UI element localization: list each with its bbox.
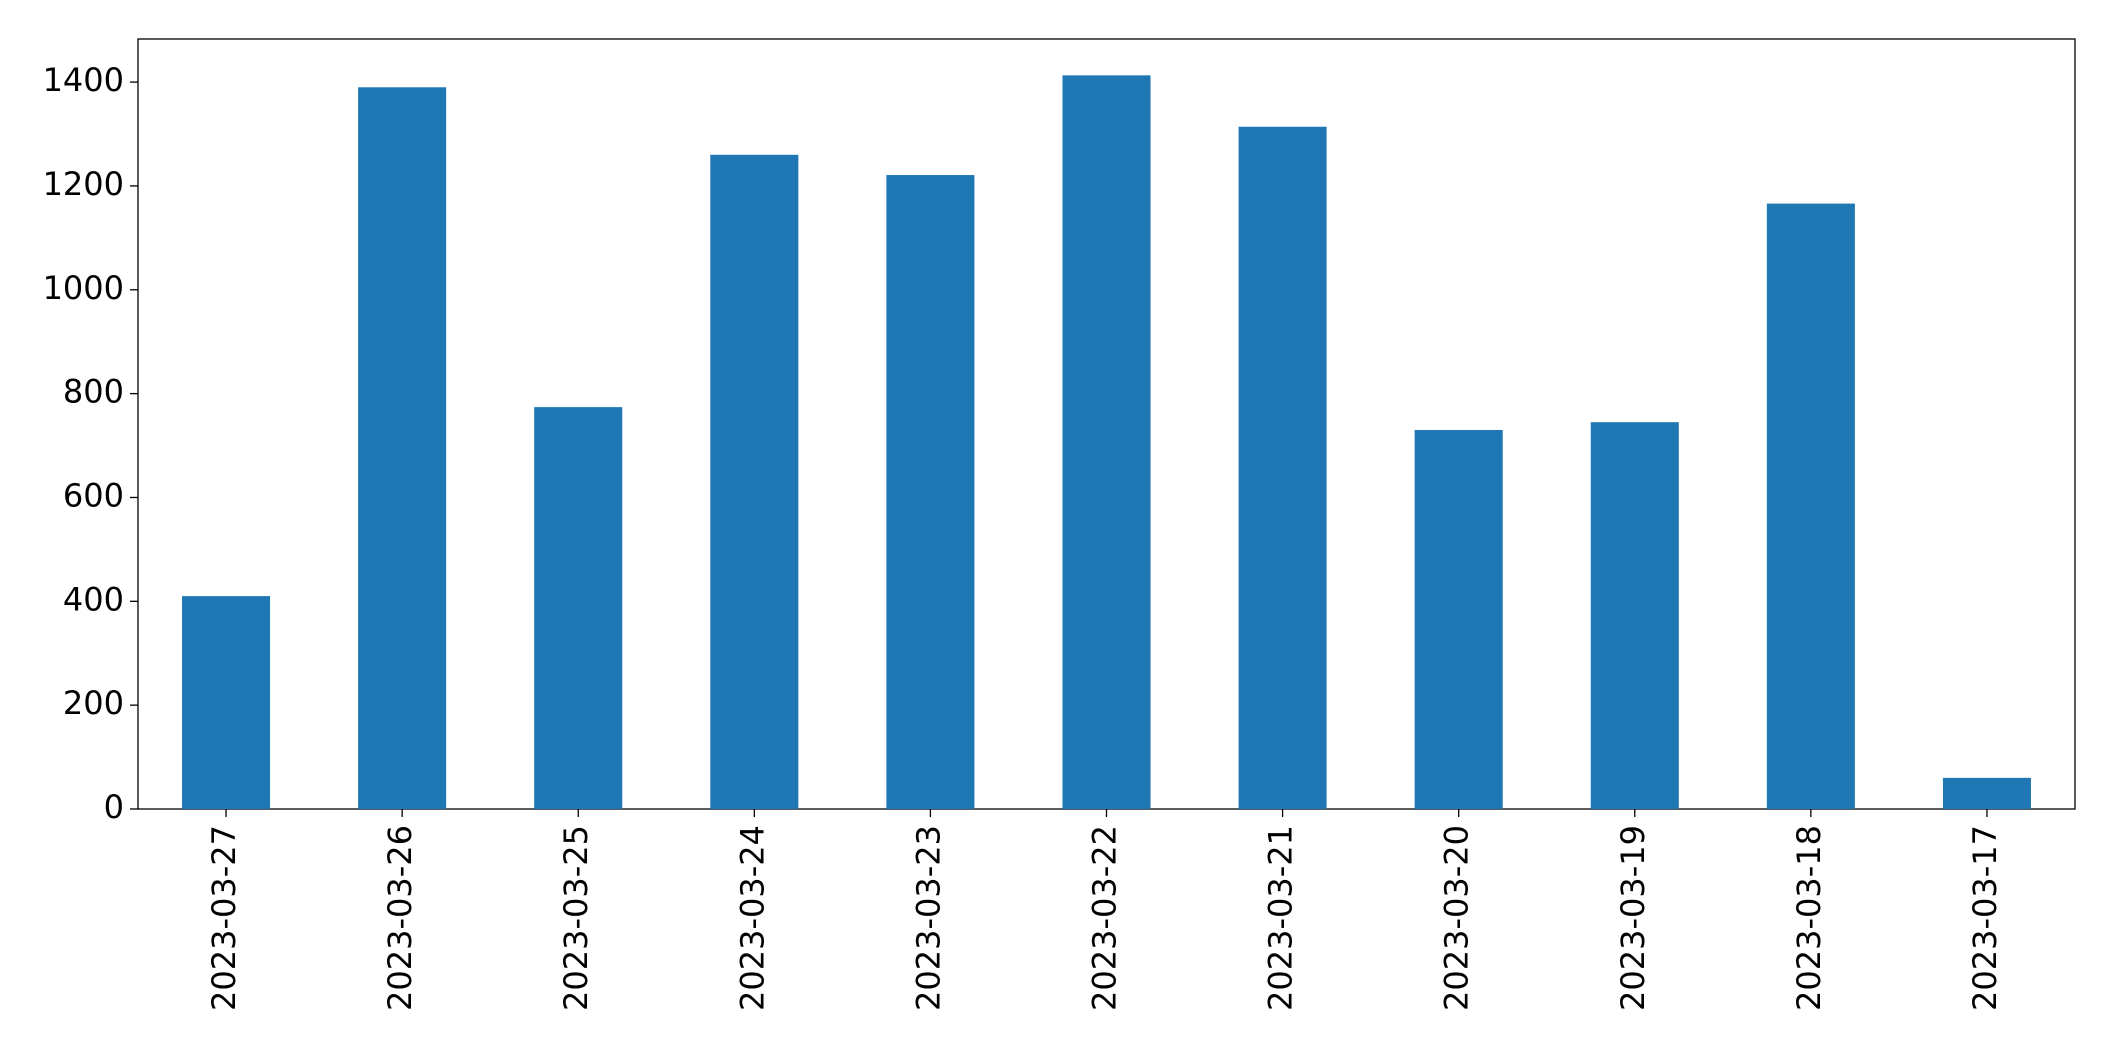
bar <box>358 87 447 810</box>
bar <box>886 175 975 810</box>
bar <box>1942 777 2031 809</box>
x-tick-label: 2023-03-17 <box>1966 825 2004 1011</box>
bar <box>1062 75 1151 810</box>
x-tick-label: 2023-03-18 <box>1790 825 1828 1011</box>
y-tick-label: 1200 <box>43 165 124 203</box>
y-tick-label: 400 <box>63 580 124 618</box>
x-tick-label: 2023-03-27 <box>205 825 243 1011</box>
y-tick-label: 1000 <box>43 269 124 307</box>
bar <box>1590 422 1679 809</box>
x-tick-label: 2023-03-24 <box>733 825 771 1011</box>
x-tick-label: 2023-03-25 <box>557 825 595 1011</box>
bar <box>710 154 799 809</box>
y-tick-label: 200 <box>63 684 124 722</box>
y-tick-label: 0 <box>104 788 124 826</box>
x-tick-label: 2023-03-19 <box>1614 825 1652 1011</box>
bar <box>1238 126 1327 810</box>
bar <box>182 596 271 809</box>
y-tick-label: 1400 <box>43 61 124 99</box>
y-tick-label: 800 <box>63 373 124 411</box>
x-tick-label: 2023-03-21 <box>1262 825 1300 1011</box>
bar <box>1414 429 1503 809</box>
x-tick-label: 2023-03-22 <box>1086 825 1124 1011</box>
bar <box>1766 203 1855 809</box>
bar <box>534 407 623 809</box>
x-tick-label: 2023-03-26 <box>381 825 419 1011</box>
x-tick-label: 2023-03-23 <box>909 825 947 1011</box>
y-tick-label: 600 <box>63 476 124 514</box>
x-tick-label: 2023-03-20 <box>1438 825 1476 1011</box>
